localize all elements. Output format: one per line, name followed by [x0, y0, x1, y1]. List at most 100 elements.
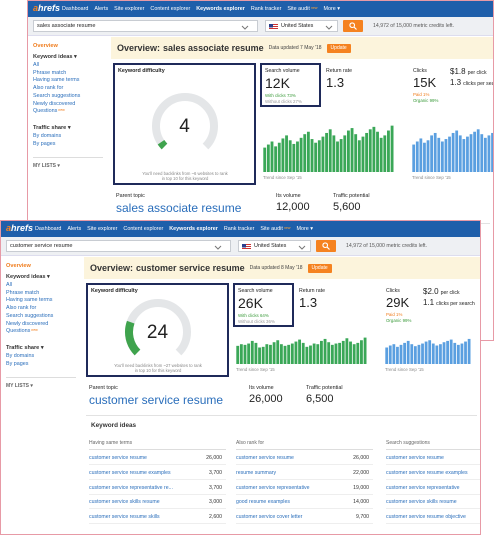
sidebar-link[interactable]: All: [33, 62, 39, 68]
sidebar-link[interactable]: By domains: [33, 133, 62, 139]
sidebar-heading[interactable]: Traffic share ▾: [6, 345, 44, 351]
sidebar-item[interactable]: Having same terms: [33, 77, 79, 83]
parent-topic-keyword[interactable]: sales associate resume: [116, 201, 242, 215]
my-lists[interactable]: MY LISTS ▾: [33, 163, 60, 169]
idea-keyword[interactable]: customer service resume examples: [386, 469, 468, 476]
idea-keyword[interactable]: customer service cover letter: [236, 514, 303, 521]
search-button[interactable]: [343, 20, 363, 32]
nav-item[interactable]: Rank tracker: [251, 6, 282, 12]
nav-item[interactable]: Site audit new: [260, 226, 290, 232]
sidebar-overview[interactable]: Overview: [6, 263, 31, 269]
nav-item[interactable]: Dashboard: [62, 6, 88, 12]
sidebar-link[interactable]: By pages: [6, 360, 29, 367]
nav-item[interactable]: Site explorer: [114, 6, 144, 12]
sidebar-link[interactable]: Phrase match: [6, 289, 40, 296]
sidebar-heading[interactable]: Traffic share ▾: [33, 125, 71, 131]
sidebar-item[interactable]: Search suggestions: [6, 313, 53, 319]
search-input[interactable]: customer service resume: [6, 240, 231, 252]
sidebar-link[interactable]: Newly discovered: [6, 320, 49, 327]
nav-item[interactable]: Content explorer: [123, 226, 163, 232]
nav-item[interactable]: Site explorer: [87, 226, 117, 232]
sidebar-heading[interactable]: Keyword ideas ▾: [6, 274, 50, 280]
nav-link[interactable]: Site audit: [260, 226, 283, 232]
country-select[interactable]: United States: [238, 240, 311, 252]
sidebar-link[interactable]: Also rank for: [33, 85, 64, 92]
nav-item[interactable]: Keywords explorer: [169, 226, 218, 232]
sidebar-link[interactable]: Search suggestions: [33, 92, 81, 99]
sidebar-item[interactable]: Having same terms: [6, 297, 52, 303]
sidebar-link[interactable]: All: [6, 282, 12, 288]
sidebar-item[interactable]: All: [33, 62, 39, 68]
idea-keyword[interactable]: customer service skills resume: [89, 499, 160, 506]
nav-item[interactable]: Site audit new: [287, 6, 317, 12]
card-label: Clicks: [386, 288, 400, 294]
sidebar-link[interactable]: Questions: [6, 328, 31, 335]
idea-keyword[interactable]: customer service skills resume: [386, 499, 457, 506]
sidebar-heading[interactable]: Keyword ideas ▾: [33, 54, 77, 60]
idea-keyword[interactable]: customer service resume skills: [89, 514, 160, 521]
update-button[interactable]: Update: [307, 263, 332, 273]
nav-link[interactable]: Dashboard: [35, 226, 62, 232]
sidebar-link[interactable]: Phrase match: [33, 69, 67, 76]
idea-keyword[interactable]: customer service resume: [89, 455, 147, 461]
sidebar-item[interactable]: Also rank for: [33, 85, 63, 91]
sidebar-link[interactable]: Having same terms: [33, 77, 80, 84]
update-button[interactable]: Update: [326, 43, 351, 53]
my-lists[interactable]: MY LISTS ▾: [6, 383, 33, 389]
idea-keyword[interactable]: customer service resume examples: [89, 469, 171, 476]
sidebar-item[interactable]: All: [6, 282, 12, 288]
nav-link[interactable]: Keywords explorer: [169, 226, 218, 232]
idea-keyword[interactable]: customer service resume: [236, 455, 294, 461]
nav-item[interactable]: More ▾: [296, 226, 313, 232]
nav-link[interactable]: More ▾: [296, 226, 313, 232]
nav-item[interactable]: Alerts: [67, 226, 81, 232]
nav-link[interactable]: Content explorer: [123, 226, 164, 232]
idea-keyword[interactable]: customer service resume objective: [386, 514, 466, 521]
nav-item[interactable]: More ▾: [323, 6, 340, 12]
sidebar-item[interactable]: Search suggestions: [33, 93, 80, 99]
idea-keyword[interactable]: customer service representative: [386, 484, 460, 491]
nav-link[interactable]: Rank tracker: [250, 6, 282, 12]
logo[interactable]: ahrefs: [6, 223, 34, 233]
sidebar-link[interactable]: Questions: [33, 108, 58, 115]
sidebar-item[interactable]: Questions new: [33, 108, 65, 114]
nav-link[interactable]: Content explorer: [150, 6, 191, 12]
nav-link[interactable]: More ▾: [323, 6, 340, 12]
idea-keyword[interactable]: customer service representative: [236, 484, 310, 491]
search-input[interactable]: sales associate resume: [33, 20, 258, 32]
nav-link[interactable]: Site explorer: [87, 226, 118, 232]
sidebar-item[interactable]: Newly discovered: [6, 321, 48, 327]
idea-keyword[interactable]: customer service representative re...: [89, 484, 173, 491]
sidebar-link[interactable]: Newly discovered: [33, 100, 76, 107]
nav-link[interactable]: Dashboard: [62, 6, 89, 12]
nav-link[interactable]: Site audit: [287, 6, 310, 12]
idea-keyword[interactable]: customer service resume: [386, 455, 444, 461]
nav-item[interactable]: Rank tracker: [224, 226, 255, 232]
sidebar-link[interactable]: Also rank for: [6, 305, 37, 312]
parent-topic-keyword[interactable]: customer service resume: [89, 393, 224, 407]
nav-item[interactable]: Content explorer: [150, 6, 190, 12]
sidebar-link[interactable]: By domains: [6, 353, 35, 359]
country-select[interactable]: United States: [265, 20, 338, 32]
nav-link[interactable]: Alerts: [67, 226, 82, 232]
search-button[interactable]: [316, 240, 336, 252]
logo[interactable]: ahrefs: [33, 3, 61, 13]
sidebar-link[interactable]: Search suggestions: [6, 312, 54, 319]
sidebar-link[interactable]: Having same terms: [6, 297, 53, 304]
idea-keyword[interactable]: resume summary: [236, 469, 277, 476]
sidebar-overview[interactable]: Overview: [33, 43, 58, 49]
sidebar-item[interactable]: Newly discovered: [33, 101, 75, 107]
nav-item[interactable]: Keywords explorer: [196, 6, 245, 12]
sidebar-item[interactable]: Also rank for: [6, 305, 36, 311]
sidebar-item[interactable]: Phrase match: [33, 70, 66, 76]
nav-link[interactable]: Rank tracker: [223, 226, 255, 232]
sidebar-item[interactable]: Phrase match: [6, 290, 39, 296]
sidebar-link[interactable]: By pages: [33, 140, 56, 147]
idea-keyword[interactable]: good resume examples: [236, 499, 290, 506]
nav-link[interactable]: Alerts: [94, 6, 109, 12]
nav-link[interactable]: Site explorer: [114, 6, 145, 12]
nav-item[interactable]: Alerts: [94, 6, 108, 12]
nav-link[interactable]: Keywords explorer: [196, 6, 245, 12]
sidebar-item[interactable]: Questions new: [6, 328, 38, 334]
nav-item[interactable]: Dashboard: [35, 226, 61, 232]
